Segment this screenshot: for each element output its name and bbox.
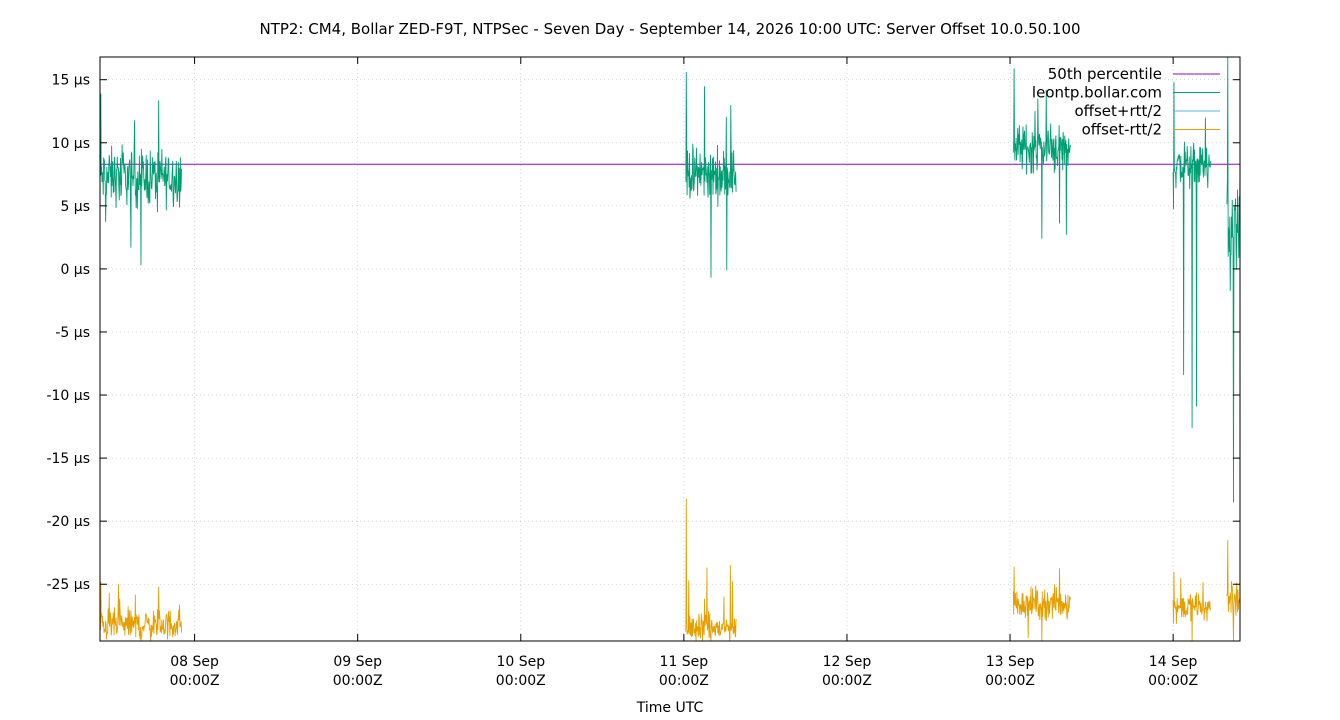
series-trace bbox=[1012, 68, 1071, 239]
legend: 50th percentileleontp.bollar.comoffset+r… bbox=[1032, 65, 1220, 139]
series-trace bbox=[685, 498, 737, 642]
x-tick-label-day: 09 Sep bbox=[333, 654, 382, 670]
legend-label: offset-rtt/2 bbox=[1082, 121, 1162, 139]
y-tick-label: 0 µs bbox=[60, 262, 90, 278]
x-tick-label-time: 00:00Z bbox=[822, 673, 872, 689]
plot-frame bbox=[99, 56, 1241, 642]
y-tick-label: 5 µs bbox=[60, 199, 90, 215]
y-axis: 15 µs 10 µs 5 µs 0 µs -5 µs -10 µs -15 µs -20 µ… bbox=[46, 73, 1240, 593]
legend-label: offset+rtt/2 bbox=[1074, 102, 1162, 120]
series-trace bbox=[685, 72, 737, 278]
x-tick-label-time: 00:00Z bbox=[1148, 673, 1198, 689]
series-trace bbox=[99, 581, 182, 642]
series-trace bbox=[1226, 56, 1241, 503]
x-tick-label-day: 10 Sep bbox=[496, 654, 545, 670]
series-4 bbox=[99, 498, 1241, 642]
x-tick-label-time: 00:00Z bbox=[985, 673, 1035, 689]
chart-title: NTP2: CM4, Bollar ZED-F9T, NTPSec - Seve… bbox=[259, 20, 1080, 38]
series-trace bbox=[1172, 571, 1212, 642]
series-trace bbox=[1226, 540, 1241, 642]
grid bbox=[100, 57, 1240, 641]
y-tick-label: -10 µs bbox=[46, 388, 90, 404]
x-tick-label-time: 00:00Z bbox=[170, 673, 220, 689]
series-trace bbox=[1012, 566, 1071, 642]
y-tick-label: -25 µs bbox=[46, 577, 90, 593]
series-2 bbox=[99, 56, 1241, 503]
y-tick-label: 10 µs bbox=[52, 136, 90, 152]
x-tick-label-time: 00:00Z bbox=[659, 673, 709, 689]
legend-label: 50th percentile bbox=[1048, 65, 1162, 83]
x-tick-label-time: 00:00Z bbox=[496, 673, 546, 689]
x-tick-label-time: 00:00Z bbox=[333, 673, 383, 689]
x-tick-label-day: 13 Sep bbox=[986, 654, 1035, 670]
x-tick-label-day: 11 Sep bbox=[660, 654, 709, 670]
y-tick-label: -20 µs bbox=[46, 514, 90, 530]
plot-series bbox=[99, 56, 1241, 642]
series-trace bbox=[99, 93, 182, 266]
x-tick-label-day: 08 Sep bbox=[170, 654, 219, 670]
x-axis: 08 Sep 00:00Z 09 Sep 00:00Z 10 Sep 00:00Z 11 S… bbox=[170, 57, 1198, 689]
y-tick-label: 15 µs bbox=[52, 73, 90, 89]
x-axis-label: Time UTC bbox=[636, 700, 704, 716]
x-tick-label-day: 12 Sep bbox=[823, 654, 872, 670]
legend-label: leontp.bollar.com bbox=[1032, 84, 1162, 102]
y-tick-label: -15 µs bbox=[46, 451, 90, 467]
y-tick-label: -5 µs bbox=[55, 325, 90, 341]
series-trace bbox=[1172, 82, 1212, 428]
x-tick-label-day: 14 Sep bbox=[1149, 654, 1198, 670]
